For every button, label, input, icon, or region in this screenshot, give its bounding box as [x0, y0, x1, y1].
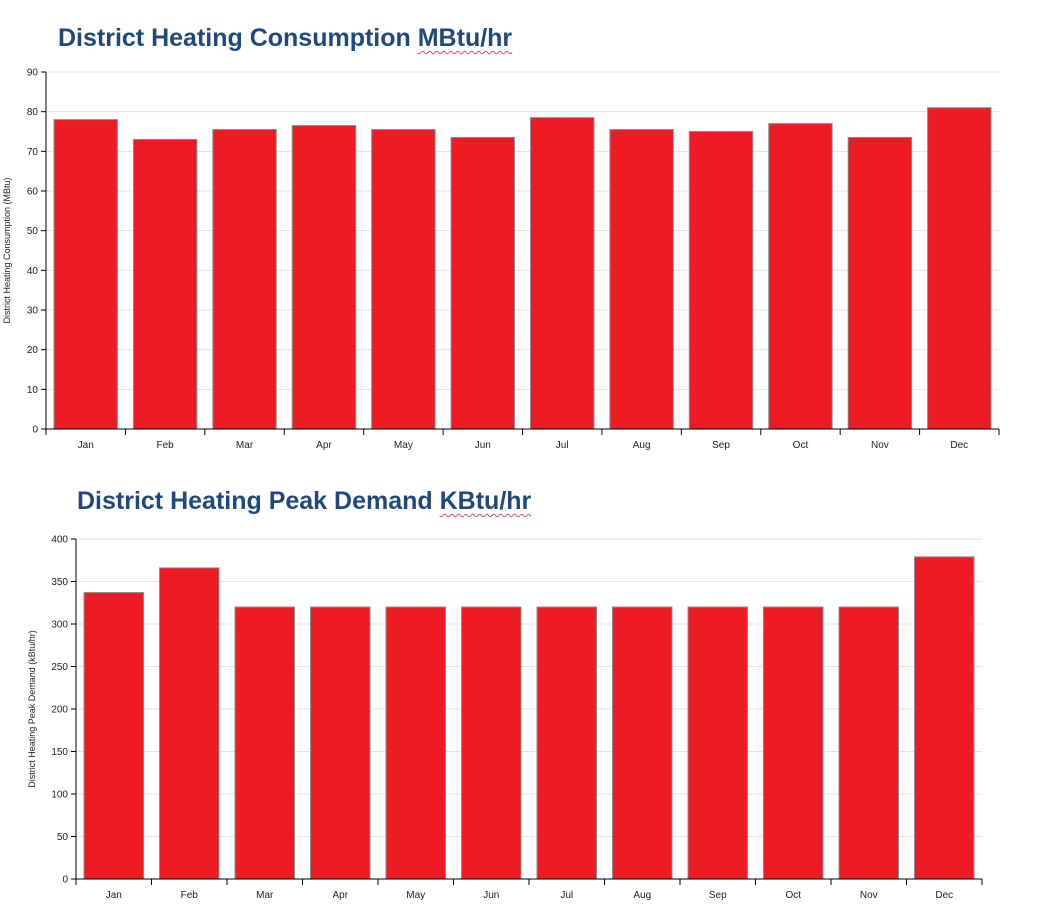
bar-jun [461, 606, 522, 880]
bar-aug [612, 606, 673, 880]
y-tick-label: 300 [51, 620, 68, 631]
x-tick-label: Nov [871, 440, 889, 451]
x-tick-label: Apr [332, 890, 348, 901]
y-tick-label: 40 [27, 266, 39, 277]
y-tick-label: 50 [57, 832, 69, 843]
x-tick-label: Aug [633, 440, 651, 451]
x-tick-label: Feb [181, 890, 199, 901]
y-tick-label: 90 [27, 68, 39, 79]
bar-nov [847, 136, 913, 430]
bar-feb [132, 138, 198, 430]
chart-title-text: District Heating Consumption [58, 24, 418, 52]
x-tick-label: Oct [793, 440, 809, 451]
bar-nov [838, 606, 899, 880]
y-tick-label: 0 [32, 425, 38, 436]
x-tick-label: Nov [860, 890, 878, 901]
x-tick-label: Jan [106, 890, 122, 901]
x-tick-label: Jul [556, 440, 569, 451]
y-tick-label: 70 [27, 147, 39, 158]
x-tick-label: Jul [560, 890, 573, 901]
chart-title-consumption: District Heating Consumption MBtu/hr [58, 24, 512, 53]
y-tick-label: 20 [27, 345, 39, 356]
bar-jan [83, 592, 144, 880]
bar-dec [927, 107, 992, 430]
y-tick-label: 0 [62, 875, 68, 886]
bar-dec [914, 556, 975, 880]
y-tick-label: 30 [27, 306, 39, 317]
x-tick-label: Jan [78, 440, 94, 451]
y-tick-label: 60 [27, 187, 39, 198]
x-tick-label: Dec [935, 890, 953, 901]
bar-mar [212, 129, 277, 430]
x-tick-label: Sep [712, 440, 730, 451]
x-tick-label: Sep [709, 890, 727, 901]
y-tick-label: 400 [51, 535, 68, 546]
bar-may [371, 129, 436, 430]
bar-oct [768, 123, 833, 430]
y-tick-label: 250 [51, 662, 68, 673]
x-tick-label: May [394, 440, 413, 451]
chart-title-unit: KBtu/hr [439, 487, 532, 515]
y-tick-label: 200 [51, 705, 68, 716]
x-tick-label: Jun [475, 440, 491, 451]
x-tick-label: Dec [950, 440, 968, 451]
y-axis-label: District Heating Peak Demand (kBtu/hr) [27, 630, 37, 788]
bar-jan [53, 119, 118, 430]
bar-sep [687, 606, 748, 880]
peak-demand-bar-chart: 0 50 100 150 200 250 300 350 400 Jan Feb Mar Apr May J… [27, 535, 983, 901]
chart-title-text: District Heating Peak Demand [77, 487, 440, 515]
y-axis-label: District Heating Consumption (MBtu) [2, 177, 12, 323]
x-tick-label: Apr [316, 440, 332, 451]
bar-aug [609, 129, 674, 430]
x-tick-label: Mar [256, 890, 274, 901]
x-tick-label: Mar [236, 440, 254, 451]
bar-jun [450, 136, 516, 430]
bar-oct [763, 606, 824, 880]
x-tick-label: May [406, 890, 425, 901]
y-tick-label: 150 [51, 747, 68, 758]
x-tick-label: Jun [483, 890, 499, 901]
bar-feb [159, 567, 220, 880]
y-tick-label: 10 [27, 385, 39, 396]
bar-sep [688, 131, 754, 430]
bar-may [385, 606, 446, 880]
bar-apr [291, 125, 357, 430]
bar-mar [234, 606, 295, 880]
bar-jul [536, 606, 597, 880]
y-tick-label: 350 [51, 577, 68, 588]
y-tick-label: 80 [27, 107, 39, 118]
y-tick-label: 50 [27, 226, 39, 237]
x-tick-label: Oct [785, 890, 801, 901]
y-tick-label: 100 [51, 790, 68, 801]
bar-jul [530, 117, 595, 430]
x-tick-label: Feb [157, 440, 175, 451]
chart-title-peak-demand: District Heating Peak Demand KBtu/hr [77, 487, 531, 516]
x-tick-label: Aug [633, 890, 651, 901]
chart-title-unit: MBtu/hr [417, 24, 513, 52]
bar-apr [310, 606, 371, 880]
consumption-bar-chart: 0 10 20 30 40 50 60 70 80 90 Jan Feb Mar Apr May Jun Jul… [2, 68, 1000, 451]
